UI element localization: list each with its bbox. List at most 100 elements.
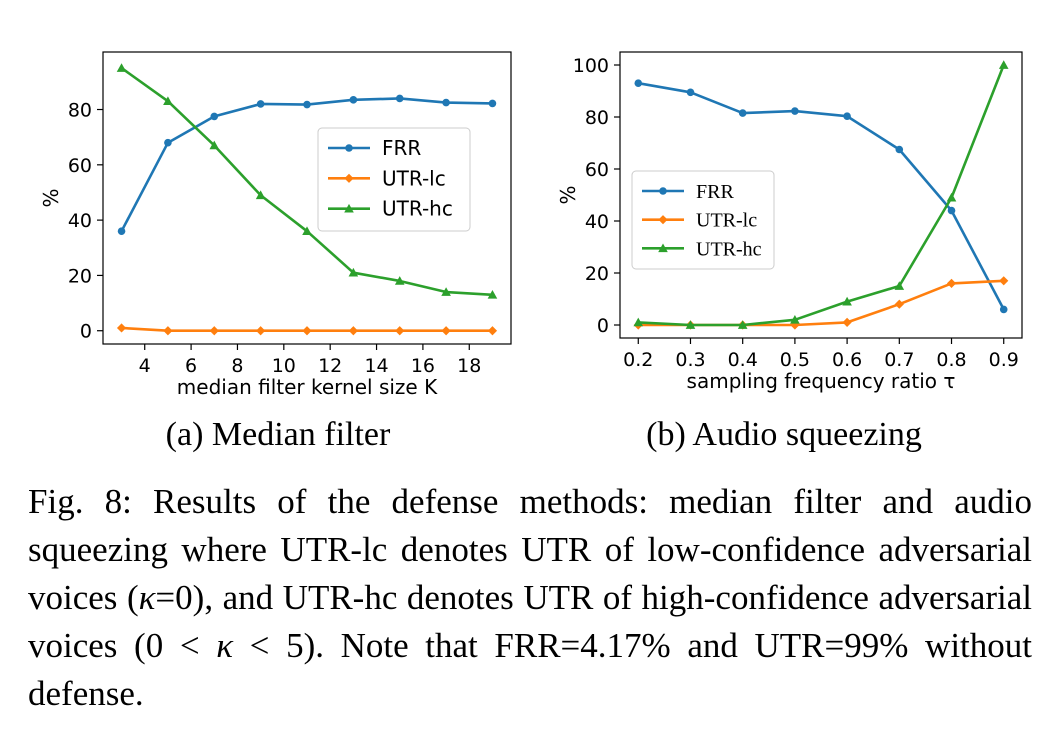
data-point-frr bbox=[442, 98, 450, 107]
x-tick-label: 0.8 bbox=[936, 349, 966, 371]
legend-marker-utr-hc bbox=[658, 243, 668, 253]
data-point-utr-lc bbox=[395, 326, 405, 336]
axes-frame bbox=[102, 51, 512, 345]
data-point-utr-lc bbox=[999, 276, 1009, 286]
legend: FRR UTR-lc UTR-hc bbox=[317, 127, 471, 232]
x-tick-label: 18 bbox=[457, 355, 481, 377]
caption-text-mid-2: < 5). Note that FRR=4.17% and UTR=99% wi… bbox=[28, 626, 1032, 713]
legend-box bbox=[631, 170, 775, 270]
data-point-utr-lc bbox=[842, 317, 852, 327]
caption-kappa-1: κ bbox=[138, 578, 156, 617]
data-point-utr-lc bbox=[487, 326, 498, 336]
series-line-utr-hc bbox=[638, 64, 1005, 327]
legend-label-frr: FRR bbox=[382, 136, 421, 160]
x-tick-label: 14 bbox=[364, 355, 388, 377]
series-line-frr bbox=[638, 81, 1005, 311]
legend-marker-utr-lc bbox=[344, 173, 354, 183]
y-tick-label: 100 bbox=[573, 55, 609, 77]
data-point-utr-lc bbox=[209, 326, 219, 336]
legend-label-utr-lc: UTR-lc bbox=[696, 210, 757, 232]
y-tick-label: 80 bbox=[68, 100, 92, 122]
panel-caption: (b) Audio squeezing bbox=[646, 416, 922, 453]
y-tick-label: 20 bbox=[68, 265, 92, 287]
data-point-utr-hc bbox=[685, 320, 696, 329]
data-point-utr-hc bbox=[633, 317, 644, 327]
data-point-frr bbox=[634, 79, 643, 87]
legend-marker-utr-hc bbox=[344, 203, 354, 213]
y-axis-label: % bbox=[39, 188, 63, 207]
axes-frame bbox=[619, 51, 1023, 339]
data-point-utr-lc bbox=[163, 326, 173, 336]
legend-marker-frr bbox=[659, 187, 667, 195]
data-point-frr bbox=[117, 227, 126, 235]
x-tick-label: 0.6 bbox=[832, 349, 862, 371]
data-point-utr-hc bbox=[998, 60, 1009, 69]
y-tick-label: 20 bbox=[585, 263, 609, 285]
legend-label-utr-hc: UTR-hc bbox=[696, 238, 762, 260]
legend-marker-frr bbox=[345, 144, 353, 152]
x-tick-label: 8 bbox=[231, 355, 243, 377]
x-tick-label: 0.2 bbox=[623, 349, 653, 371]
data-point-utr-lc bbox=[894, 299, 904, 309]
data-point-frr bbox=[999, 305, 1008, 314]
y-tick-label: 60 bbox=[585, 159, 609, 181]
data-point-utr-lc bbox=[946, 278, 957, 288]
x-tick-label: 16 bbox=[411, 355, 435, 377]
data-point-frr bbox=[256, 100, 265, 108]
series-utr-hc bbox=[116, 63, 498, 299]
legend-label-frr: FRR bbox=[696, 181, 734, 203]
data-point-frr bbox=[303, 100, 311, 109]
data-point-frr bbox=[738, 109, 747, 117]
data-point-utr-hc bbox=[163, 96, 173, 106]
x-tick-label: 4 bbox=[139, 355, 151, 377]
data-point-frr bbox=[395, 94, 404, 103]
x-tick-label: 0.9 bbox=[989, 349, 1019, 371]
data-point-utr-hc bbox=[209, 140, 220, 150]
data-point-utr-lc bbox=[302, 326, 312, 336]
data-point-frr bbox=[843, 112, 851, 121]
data-point-frr bbox=[791, 107, 799, 115]
data-point-frr bbox=[164, 138, 172, 147]
data-point-frr bbox=[349, 96, 358, 104]
data-point-utr-hc bbox=[894, 281, 905, 290]
x-axis-label: sampling frequency ratio τ bbox=[687, 369, 956, 393]
caption-kappa-2: κ bbox=[216, 626, 234, 665]
y-tick-label: 80 bbox=[585, 107, 609, 129]
data-point-utr-lc bbox=[256, 326, 266, 336]
x-tick-label: 6 bbox=[185, 355, 197, 377]
data-point-utr-hc bbox=[842, 296, 852, 306]
data-point-frr bbox=[488, 99, 497, 108]
legend-marker-utr-lc bbox=[658, 215, 668, 225]
x-tick-label: 10 bbox=[272, 355, 296, 377]
data-point-utr-lc bbox=[348, 326, 358, 336]
data-point-frr bbox=[210, 112, 219, 121]
data-point-utr-hc bbox=[348, 267, 359, 277]
series-utr-hc bbox=[633, 60, 1009, 329]
data-point-utr-hc bbox=[394, 276, 405, 285]
legend-label-utr-hc: UTR-hc bbox=[382, 197, 453, 221]
data-point-utr-hc bbox=[487, 289, 498, 299]
panel-audio-squeezing: 0.2 0.3 0.4 0.5 0.6 0.7 0.8 0.9 0 20 40 60 80 100 samp… bbox=[556, 51, 1023, 453]
data-point-utr-lc bbox=[116, 323, 127, 333]
data-point-utr-hc bbox=[790, 315, 800, 324]
data-point-utr-hc bbox=[302, 226, 312, 236]
x-tick-label: 0.4 bbox=[728, 349, 758, 371]
x-tick-label: 0.7 bbox=[884, 349, 914, 371]
series-utr-lc bbox=[116, 323, 498, 336]
data-point-frr bbox=[895, 145, 904, 154]
legend: FRR UTR-lc UTR-hc bbox=[631, 170, 775, 270]
y-tick-label: 0 bbox=[80, 321, 92, 343]
panel-caption: (a) Median filter bbox=[166, 416, 391, 453]
data-point-frr bbox=[686, 88, 695, 97]
caption-text-mid-1: =0), and UTR-hc denotes UTR of high-conf… bbox=[28, 578, 1032, 665]
series-frr bbox=[117, 94, 497, 235]
data-point-utr-hc bbox=[737, 320, 748, 329]
legend-label-utr-lc: UTR-lc bbox=[382, 166, 446, 190]
y-tick-label: 40 bbox=[68, 210, 92, 232]
data-point-utr-hc bbox=[441, 287, 451, 296]
x-tick-label: 0.5 bbox=[780, 349, 810, 371]
y-axis-label: % bbox=[556, 185, 580, 204]
figure-caption: Fig. 8: Results of the defense methods: … bbox=[28, 478, 1032, 718]
x-tick-label: 12 bbox=[318, 355, 342, 377]
panel-median-filter: 4 6 8 10 12 14 16 18 0 20 40 60 80 median filter kern… bbox=[39, 51, 512, 453]
